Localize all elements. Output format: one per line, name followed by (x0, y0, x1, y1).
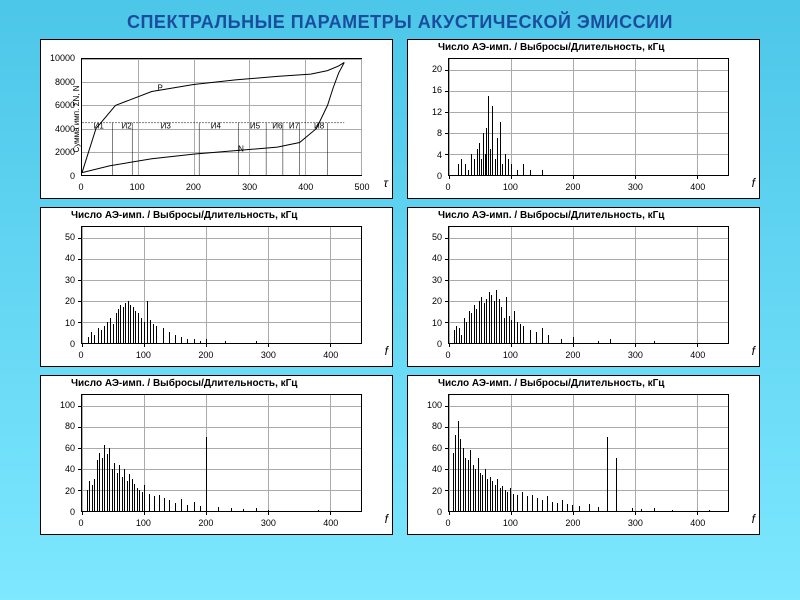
panel-title: Число АЭ-имп. / Выбросы/Длительность, кГ… (438, 42, 755, 53)
panel-spectrum-5: Число АЭ-имп. / Выбросы/Длительность, кГ… (40, 375, 393, 535)
panel4-area (448, 226, 729, 344)
panel1-area: И1И2И3И4И5И6И7И8PN (81, 58, 362, 176)
panel6-area (448, 394, 729, 512)
panel3-area (81, 226, 362, 344)
panel2-area (448, 58, 729, 176)
panel-spectrum-4: Число АЭ-имп. / Выбросы/Длительность, кГ… (407, 207, 760, 367)
slide: СПЕКТРАЛЬНЫЕ ПАРАМЕТРЫ АКУСТИЧЕСКОЙ ЭМИС… (0, 0, 800, 600)
panel-spectrum-2: Число АЭ-имп. / Выбросы/Длительность, кГ… (407, 39, 760, 199)
panel5-area (81, 394, 362, 512)
x-end-label: f (752, 512, 755, 526)
panel-spectrum-6: Число АЭ-имп. / Выбросы/Длительность, кГ… (407, 375, 760, 535)
x-end-label: τ (384, 176, 389, 190)
x-end-label: f (385, 344, 388, 358)
x-end-label: f (752, 176, 755, 190)
panel-title: Число АЭ-имп. / Выбросы/Длительность, кГ… (438, 378, 755, 389)
chart-grid: Сумма имп. ΣN, N И1И2И3И4И5И6И7И8PN τ 02… (40, 39, 760, 535)
panel-title: Число АЭ-имп. / Выбросы/Длительность, кГ… (438, 210, 755, 221)
slide-title: СПЕКТРАЛЬНЫЕ ПАРАМЕТРЫ АКУСТИЧЕСКОЙ ЭМИС… (40, 12, 760, 33)
x-end-label: f (752, 344, 755, 358)
x-end-label: f (385, 512, 388, 526)
panel-spectrum-3: Число АЭ-имп. / Выбросы/Длительность, кГ… (40, 207, 393, 367)
panel-title: Число АЭ-имп. / Выбросы/Длительность, кГ… (71, 210, 388, 221)
panel-title: Число АЭ-имп. / Выбросы/Длительность, кГ… (71, 378, 388, 389)
panel-line-chart: Сумма имп. ΣN, N И1И2И3И4И5И6И7И8PN τ 02… (40, 39, 393, 199)
